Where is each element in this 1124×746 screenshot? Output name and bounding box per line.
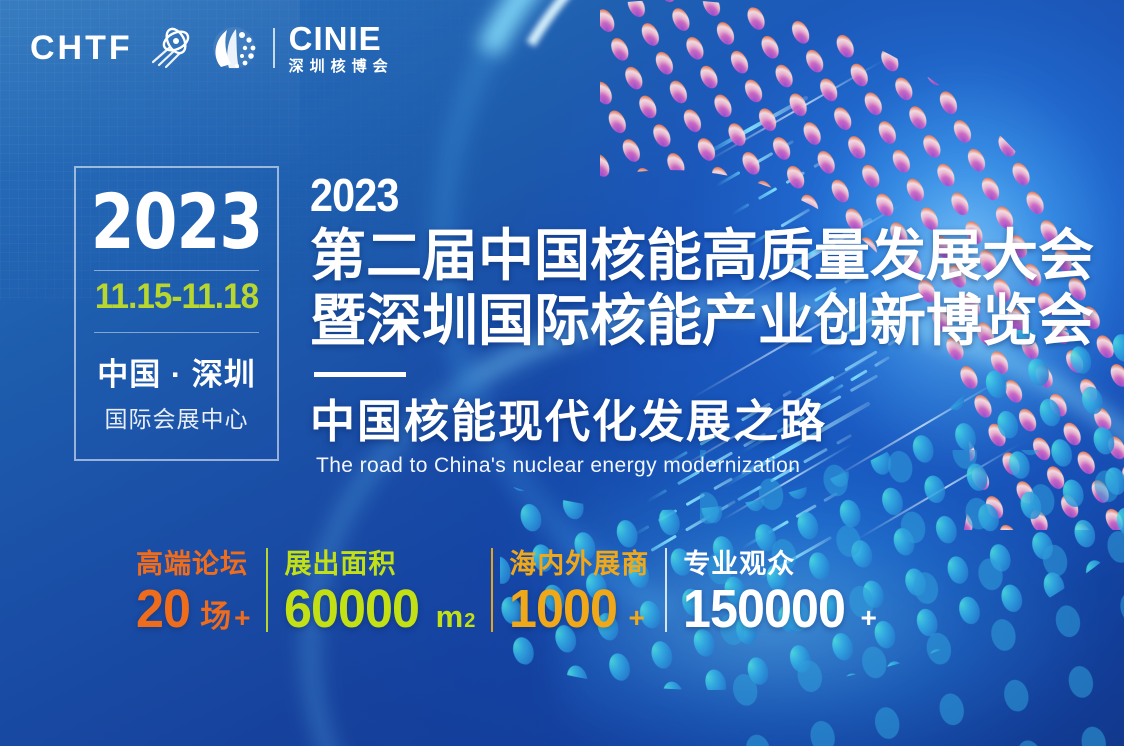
stat-number: 20 <box>136 579 191 640</box>
stat-value: 1000 + <box>509 582 649 636</box>
stat-unit: 场 <box>200 599 232 635</box>
stat-divider <box>491 548 494 633</box>
stat-suffix: + <box>234 602 251 634</box>
logo-divider <box>272 28 275 68</box>
stat-number: 1000 <box>509 579 618 640</box>
atom-swoosh-icon <box>151 27 189 69</box>
date-rule-top <box>94 270 259 271</box>
stat-label: 海内外展商 <box>509 549 650 579</box>
stat-value: 150000 + <box>683 582 877 636</box>
stat-item: 海内外展商 1000 + <box>493 548 665 636</box>
stats-strip: 高端论坛 20 场 + 展出面积 60000 m 2 海内外展商 1000 + 专业观众 150000 + <box>120 548 893 636</box>
logo-bar: CHTF CINIE 深圳核博会 <box>30 22 394 74</box>
date-card: 2023 11.15-11.18 中国 · 深圳 国际会展中心 <box>74 166 279 461</box>
stat-value: 20 场 + <box>136 582 250 636</box>
date-rule-bottom <box>94 331 259 333</box>
date-card-city: 中国 · 深圳 <box>97 356 256 392</box>
headline-subtitle-en: The road to China's nuclear energy moder… <box>316 453 801 477</box>
stat-item: 专业观众 150000 + <box>667 548 893 636</box>
stat-label: 展出面积 <box>284 549 397 579</box>
stat-number: 60000 <box>284 579 420 640</box>
stat-divider <box>665 548 668 633</box>
headline-year: 2023 <box>310 169 399 221</box>
cinie-sub-label: 深圳核博会 <box>288 58 394 75</box>
stat-suffix: + <box>860 602 877 634</box>
date-card-venue: 国际会展中心 <box>104 405 249 432</box>
headline-line-1: 第二届中国核能高质量发展大会 <box>310 224 1094 287</box>
headline-subtitle: 中国核能现代化发展之路 <box>310 395 828 447</box>
stat-item: 展出面积 60000 m 2 <box>268 548 491 636</box>
stat-value: 60000 m 2 <box>284 582 475 636</box>
cinie-wordmark: CINIE <box>288 20 382 57</box>
stat-number: 150000 <box>683 579 846 640</box>
headline-block: 2023 第二届中国核能高质量发展大会 暨深圳国际核能产业创新博览会 中国核能现… <box>310 172 1094 478</box>
stat-divider <box>266 548 269 633</box>
stat-suffix: 2 <box>464 610 476 633</box>
stat-suffix: + <box>628 602 645 634</box>
cinie-globe-icon <box>212 27 256 69</box>
stat-item: 高端论坛 20 场 + <box>120 548 266 636</box>
date-card-year: 2023 <box>90 177 263 266</box>
stat-label: 专业观众 <box>683 549 796 579</box>
subtitle-rule <box>314 371 406 377</box>
chtf-wordmark: CHTF <box>30 29 133 67</box>
cinie-lockup: CINIE 深圳核博会 <box>289 22 394 74</box>
date-card-range: 11.15-11.18 <box>94 277 259 316</box>
stat-unit: m <box>435 599 464 635</box>
headline-line-2: 暨深圳国际核能产业创新博览会 <box>310 288 1094 352</box>
stat-label: 高端论坛 <box>136 549 248 579</box>
